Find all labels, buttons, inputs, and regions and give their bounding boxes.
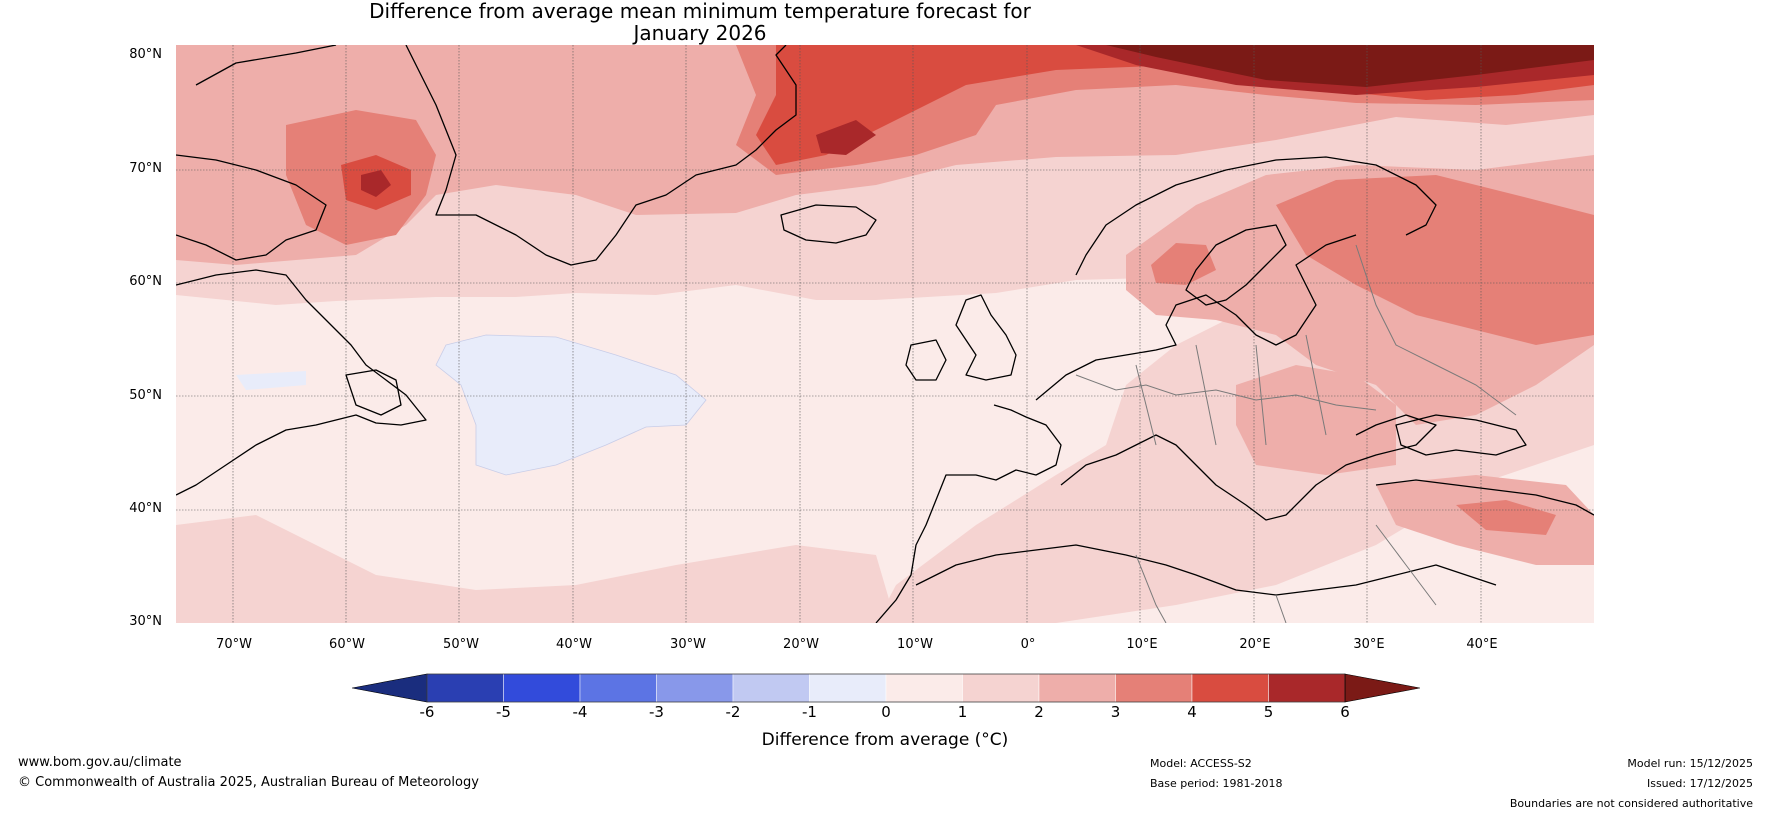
anomaly-band-minus-1-0-labrador	[236, 371, 306, 390]
border-lines-3	[1355, 244, 1517, 416]
coast-mediterranean	[1060, 414, 1437, 521]
footer-issued: Issued: 17/12/2025	[1646, 777, 1753, 790]
lon-label-30w: 30°W	[670, 637, 706, 652]
colorbar-tick-label: -3	[649, 703, 664, 721]
colorbar-segment	[503, 673, 581, 703]
coast-ireland	[905, 339, 947, 381]
colorbar-tick-label: 4	[1187, 703, 1197, 721]
coast-turkey	[1375, 479, 1594, 516]
colorbar-tick-label: 1	[957, 703, 968, 721]
colorbar-segment	[426, 673, 504, 703]
colorbar-segment	[1268, 673, 1346, 703]
coast-labrador	[176, 269, 427, 496]
coast-black-sea	[1395, 414, 1527, 456]
lat-label-50n: 50°N	[129, 388, 162, 403]
coast-baffin	[176, 154, 327, 261]
colorbar-extend-high	[1344, 673, 1420, 703]
lat-label-60n: 60°N	[129, 274, 162, 289]
colorbar-tick-label: 5	[1263, 703, 1274, 721]
lon-label-50w: 50°W	[443, 637, 479, 652]
colorbar-segment	[1115, 673, 1193, 703]
colorbar-segment	[1191, 673, 1269, 703]
border-lines-2	[1135, 334, 1327, 446]
colorbar-segment	[1038, 673, 1116, 703]
lon-label-20e: 20°E	[1239, 637, 1271, 652]
colorbar-segment	[962, 673, 1040, 703]
country-borders	[1075, 244, 1517, 623]
lat-label-70n: 70°N	[129, 161, 162, 176]
lat-label-80n: 80°N	[129, 47, 162, 62]
lat-label-40n: 40°N	[129, 501, 162, 516]
colorbar-label: Difference from average (°C)	[761, 730, 1009, 750]
footer-copyright: © Commonwealth of Australia 2025, Austra…	[18, 775, 479, 790]
coastlines	[176, 45, 1594, 623]
lon-label-20w: 20°W	[783, 637, 819, 652]
lon-label-40w: 40°W	[556, 637, 592, 652]
lat-label-30n: 30°N	[129, 614, 162, 629]
anomaly-band-above-6	[1106, 45, 1594, 87]
footer-disclaimer: Boundaries are not considered authoritat…	[1509, 797, 1753, 810]
anomaly-map-svg	[176, 45, 1594, 623]
coast-baltic	[1185, 224, 1287, 306]
colorbar-extend-low	[352, 673, 428, 703]
coast-north-africa	[915, 544, 1497, 596]
colorbar-segment	[579, 673, 657, 703]
coast-europe-mid	[1035, 234, 1357, 401]
lon-label-60w: 60°W	[329, 637, 365, 652]
footer-model-run: Model run: 15/12/2025	[1627, 757, 1753, 770]
anomaly-band-3-4-turkey	[1456, 500, 1556, 535]
lon-label-10e: 10°E	[1126, 637, 1158, 652]
colorbar-segment	[885, 673, 963, 703]
colorbar-tick-label: 2	[1034, 703, 1044, 721]
lon-label-70w: 70°W	[216, 637, 252, 652]
border-lines-4	[1135, 524, 1437, 623]
coast-uk	[955, 294, 1017, 381]
colorbar-tick-label: -6	[419, 703, 435, 721]
anomaly-band-3-4-russia	[1276, 175, 1594, 345]
anomaly-band-5-6-greenland-sea	[816, 120, 876, 155]
lon-label-10w: 10°W	[897, 637, 933, 652]
footer-model: Model: ACCESS-S2	[1150, 757, 1252, 770]
lon-label-40e: 40°E	[1466, 637, 1498, 652]
colorbar-segment	[732, 673, 810, 703]
border-lines-1	[1075, 374, 1377, 411]
footer-website: www.bom.gov.au/climate	[18, 755, 182, 770]
coast-europe-west	[875, 404, 1062, 623]
graticule	[176, 45, 1594, 623]
anomaly-fill-layer	[176, 45, 1594, 623]
coast-newfoundland	[345, 369, 402, 416]
footer-base-period: Base period: 1981-2018	[1150, 777, 1283, 790]
map-title-line-2: January 2026	[633, 21, 767, 45]
anomaly-band-3-4-norway	[1151, 243, 1216, 285]
colorbar-tick-label: 0	[881, 703, 891, 721]
colorbar-segment	[809, 673, 887, 703]
coast-iceland	[780, 204, 877, 244]
anomaly-band-2-3-balkans	[1236, 365, 1396, 475]
anomaly-band-5-6-labrador	[361, 170, 391, 197]
colorbar-tick-label: -2	[725, 703, 741, 721]
coast-greenland	[195, 45, 797, 266]
colorbar-frame	[426, 673, 1346, 703]
colorbar-tick-label: 3	[1110, 703, 1121, 721]
colorbar-tick-label: 6	[1340, 703, 1350, 721]
colorbar-tick-label: -1	[802, 703, 817, 721]
anomaly-band-minus-1-0-atlantic	[435, 334, 707, 476]
colorbar-tick-label: -5	[496, 703, 511, 721]
colorbar-segment	[656, 673, 734, 703]
anomaly-band-1-2-south	[176, 515, 896, 623]
map-title-line-1: Difference from average mean minimum tem…	[369, 0, 1031, 23]
lon-label-0: 0°	[1020, 637, 1036, 652]
colorbar-tick-label: -4	[572, 703, 588, 721]
colorbar	[352, 673, 1420, 703]
coast-norway	[1075, 156, 1437, 276]
forecast-map	[176, 45, 1594, 623]
lon-label-30e: 30°E	[1353, 637, 1385, 652]
